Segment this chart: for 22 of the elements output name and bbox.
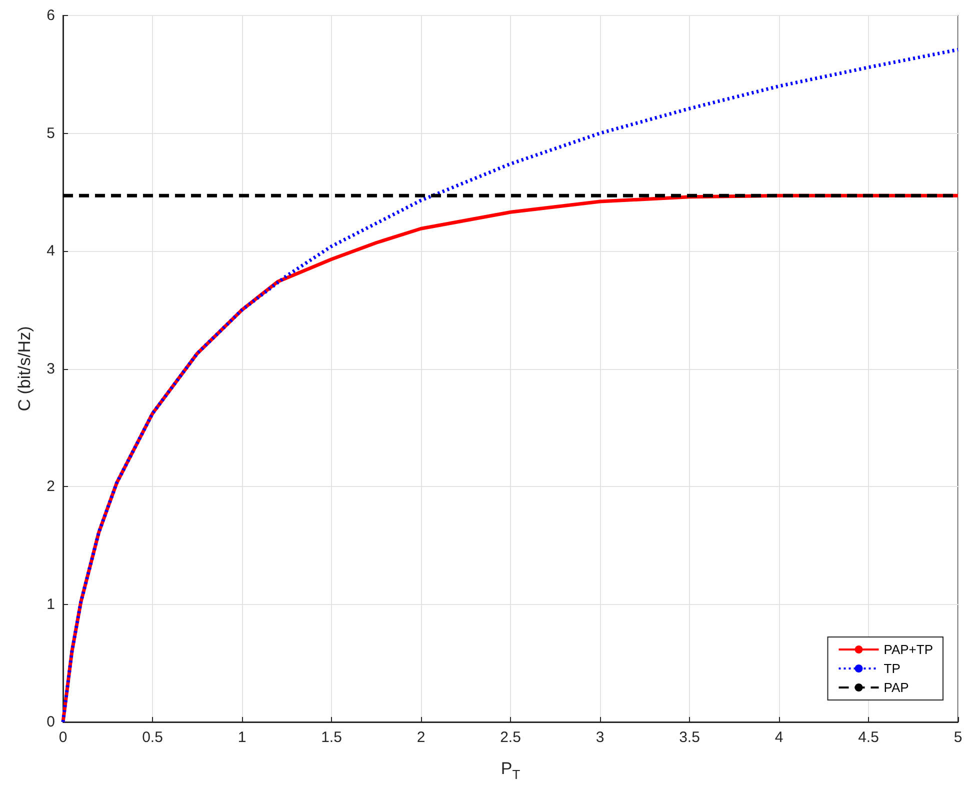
x-tick-label: 3.5: [679, 729, 700, 746]
x-tick-label: 5: [954, 729, 962, 746]
x-tick-label: 1: [238, 729, 246, 746]
y-tick-label: 0: [46, 714, 55, 730]
x-tick-label: 0: [58, 729, 68, 746]
y-tick-label: 1: [46, 596, 55, 613]
x-tick-label: 0.5: [142, 729, 163, 746]
y-tick-label: 5: [46, 124, 55, 142]
x-tick-label: 3: [596, 729, 604, 746]
y-tick-label: 3: [46, 360, 55, 378]
y-axis-title: C (bit/s/Hz): [15, 326, 34, 412]
x-tick-label: 2.5: [500, 729, 521, 746]
legend-label: PAP: [884, 680, 909, 695]
x-tick-label: 1.5: [321, 729, 342, 746]
y-tick-label: 4: [46, 242, 55, 260]
legend-label: TP: [884, 661, 900, 676]
y-tick-label: 2: [46, 478, 55, 495]
y-tick-label: 6: [46, 7, 55, 24]
x-tick-label: 4.5: [858, 729, 879, 746]
legend-label: PAP+TP: [884, 642, 934, 657]
x-tick-label: 2: [416, 729, 426, 746]
x-tick-label: 4: [774, 729, 784, 746]
